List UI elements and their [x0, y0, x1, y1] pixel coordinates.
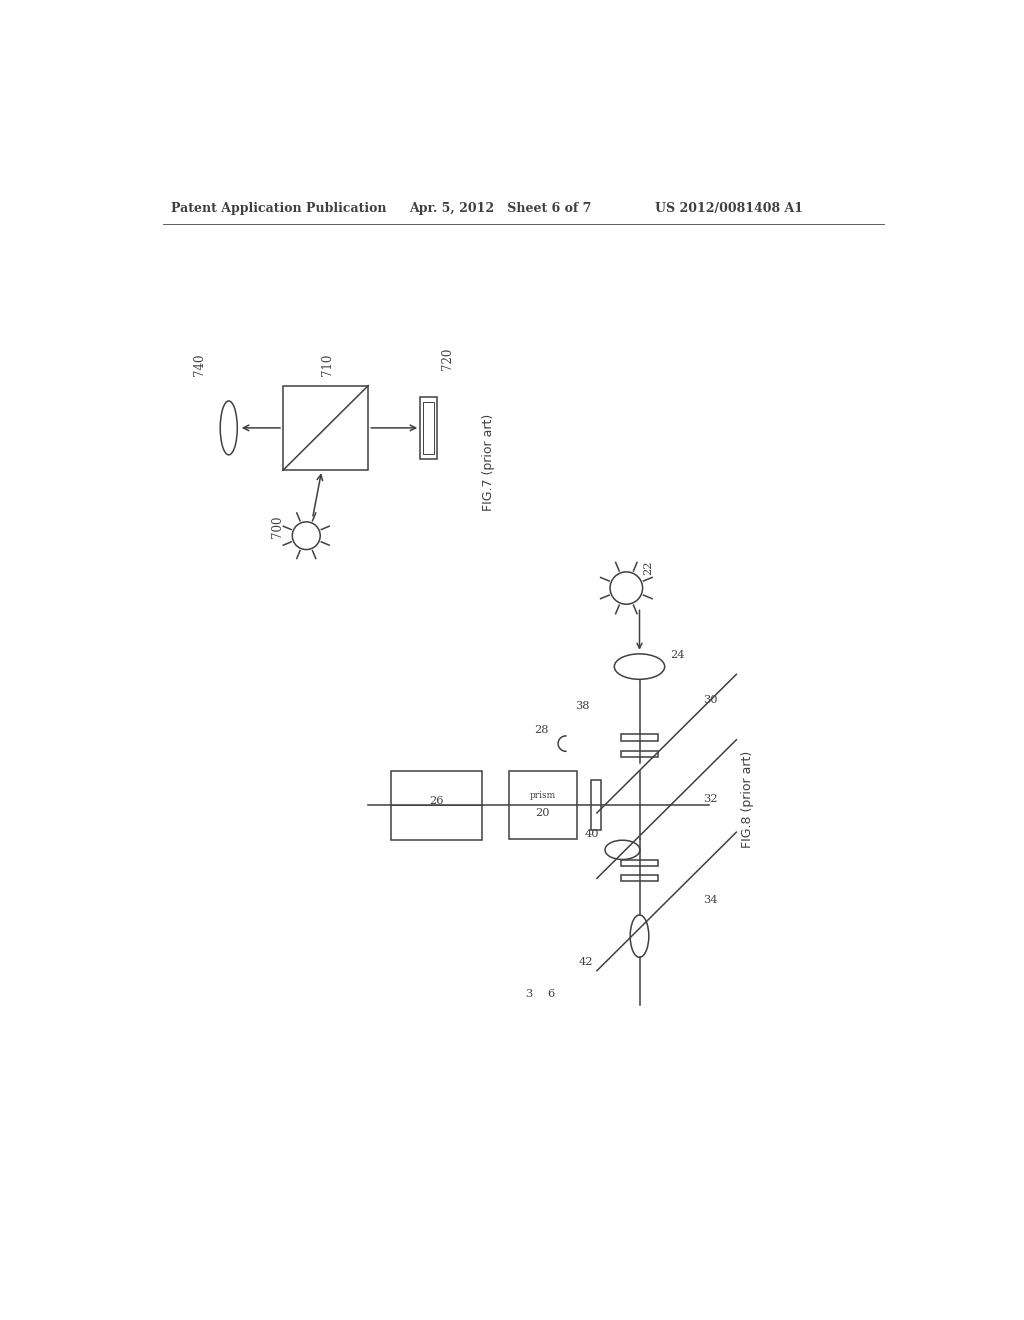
Bar	[621, 875, 658, 882]
Bar	[592, 780, 601, 830]
Text: 6: 6	[547, 989, 554, 999]
Text: 26: 26	[429, 796, 443, 807]
Text: 710: 710	[321, 354, 334, 376]
Bar	[391, 771, 482, 840]
Bar	[621, 751, 658, 756]
Text: Patent Application Publication: Patent Application Publication	[171, 202, 386, 215]
Text: 38: 38	[575, 701, 590, 711]
Bar	[621, 734, 658, 741]
Text: FIG.8 (prior art): FIG.8 (prior art)	[741, 750, 755, 847]
Text: 740: 740	[193, 354, 206, 376]
Text: FIG.7 (prior art): FIG.7 (prior art)	[482, 414, 495, 511]
Text: 40: 40	[585, 829, 599, 840]
Text: 20: 20	[536, 808, 550, 818]
Text: 34: 34	[703, 895, 718, 906]
Bar	[509, 771, 577, 840]
Text: 24: 24	[671, 649, 685, 660]
Text: 28: 28	[535, 725, 549, 735]
Bar	[283, 385, 369, 470]
Text: prism: prism	[529, 792, 556, 800]
Bar	[423, 401, 434, 454]
Bar	[420, 397, 437, 459]
Text: US 2012/0081408 A1: US 2012/0081408 A1	[655, 202, 803, 215]
Text: Apr. 5, 2012   Sheet 6 of 7: Apr. 5, 2012 Sheet 6 of 7	[410, 202, 592, 215]
Text: 42: 42	[579, 957, 594, 966]
Text: 720: 720	[440, 347, 454, 370]
Text: 30: 30	[703, 694, 718, 705]
Text: 700: 700	[271, 515, 284, 537]
Bar	[621, 859, 658, 866]
Text: 3: 3	[525, 989, 532, 999]
Text: 22: 22	[643, 561, 653, 576]
Text: 32: 32	[703, 795, 718, 804]
